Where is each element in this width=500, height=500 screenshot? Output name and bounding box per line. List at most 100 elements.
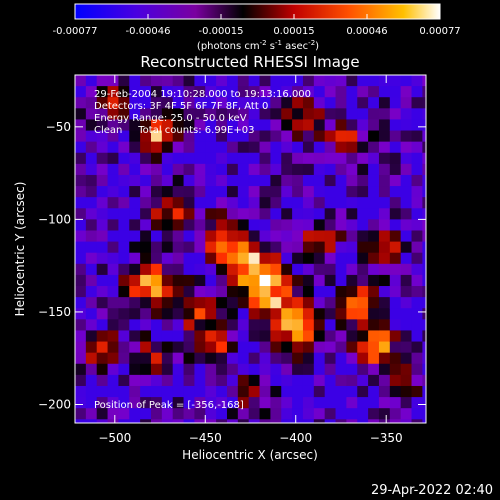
heatmap-cell (226, 97, 239, 109)
heatmap-cell (129, 86, 141, 98)
heatmap-cell (335, 319, 347, 331)
heatmap-cell (422, 397, 426, 409)
heatmap-cell (85, 252, 98, 265)
heatmap-cell (422, 252, 426, 265)
heatmap-cell (85, 385, 98, 398)
heatmap-cell (313, 319, 326, 331)
heatmap-cell (216, 385, 228, 398)
heatmap-cell (422, 86, 426, 98)
heatmap-cell (75, 97, 87, 109)
heatmap-cell (389, 141, 402, 154)
heatmap-cell (378, 297, 391, 309)
heatmap-cell (302, 352, 315, 365)
heatmap-cell (400, 97, 413, 109)
heatmap-cell (270, 385, 282, 398)
heatmap-cell (324, 308, 337, 320)
heatmap-cell (368, 241, 380, 254)
heatmap-cell (194, 363, 206, 376)
heatmap-cell (270, 341, 282, 354)
heatmap-cell (302, 219, 315, 231)
heatmap-cell (216, 330, 228, 343)
heatmap-cell (368, 297, 380, 309)
heatmap-cell (85, 75, 98, 87)
heatmap-cell (313, 130, 326, 143)
heatmap-cell (216, 341, 228, 354)
heatmap-cell (216, 174, 228, 187)
heatmap-cell (248, 374, 261, 387)
heatmap-cell (75, 86, 87, 98)
heatmap-cell (172, 252, 185, 265)
heatmap-cell (237, 86, 250, 98)
heatmap-cell (140, 141, 152, 154)
heatmap-cell (150, 385, 163, 398)
heatmap-cell (400, 286, 413, 298)
heatmap-cell (335, 308, 347, 320)
heatmap-cell (368, 108, 380, 120)
heatmap-cell (226, 374, 239, 387)
heatmap-cell (172, 330, 185, 343)
heatmap-cell (216, 241, 228, 254)
heatmap-cell (346, 241, 358, 254)
heatmap-cell (216, 141, 228, 154)
heatmap-cell (226, 152, 239, 165)
heatmap-cell (129, 97, 141, 109)
heatmap-cell (172, 163, 185, 176)
heatmap-cell (411, 352, 423, 365)
heatmap-cell (346, 230, 358, 243)
heatmap-cell (226, 163, 239, 176)
heatmap-cell (302, 286, 315, 298)
heatmap-cell (313, 263, 326, 276)
heatmap-cell (205, 308, 217, 320)
heatmap-cell (129, 319, 141, 331)
heatmap-cell (389, 119, 402, 132)
heatmap-cell (378, 341, 391, 354)
heatmap-cell (324, 152, 337, 165)
heatmap-cell (368, 197, 380, 209)
heatmap-cell (281, 341, 293, 354)
heatmap-cell (313, 297, 326, 309)
heatmap-cell (389, 208, 402, 220)
heatmap-cell (422, 97, 426, 109)
heatmap-cell (150, 286, 163, 298)
heatmap-cell (140, 274, 152, 287)
heatmap-cell (259, 252, 271, 265)
heatmap-cell (411, 186, 423, 198)
heatmap-cell (270, 186, 282, 198)
heatmap-cell (270, 374, 282, 387)
heatmap-cell (302, 174, 315, 187)
heatmap-cell (259, 385, 271, 398)
heatmap-cell (346, 330, 358, 343)
heatmap-cell (183, 330, 195, 343)
heatmap-cell (194, 130, 206, 143)
heatmap-cell (302, 363, 315, 376)
heatmap-cell (400, 297, 413, 309)
heatmap-cell (248, 230, 261, 243)
heatmap-cell (248, 352, 261, 365)
heatmap-cell (346, 374, 358, 387)
heatmap-cell (270, 397, 282, 409)
heatmap-cell (129, 408, 141, 420)
heatmap-cell (400, 130, 413, 143)
heatmap-cell (292, 108, 304, 120)
heatmap-cell (281, 97, 293, 109)
heatmap-cell (378, 419, 391, 423)
heatmap-cell (183, 141, 195, 154)
heatmap-cell (389, 274, 402, 287)
heatmap-cell (183, 208, 195, 220)
heatmap-cell (85, 219, 98, 231)
heatmap-cell (335, 252, 347, 265)
heatmap-cell (183, 108, 195, 120)
heatmap-cell (194, 186, 206, 198)
heatmap-cell (259, 286, 271, 298)
heatmap-cell (422, 208, 426, 220)
heatmap-cell (172, 174, 185, 187)
heatmap-cell (335, 197, 347, 209)
heatmap-cell (183, 274, 195, 287)
heatmap-cell (389, 241, 402, 254)
heatmap-cell (161, 86, 174, 98)
heatmap-cell (324, 352, 337, 365)
heatmap-cell (378, 385, 391, 398)
heatmap-cell (172, 341, 185, 354)
heatmap-cell (150, 263, 163, 276)
heatmap-cell (378, 330, 391, 343)
